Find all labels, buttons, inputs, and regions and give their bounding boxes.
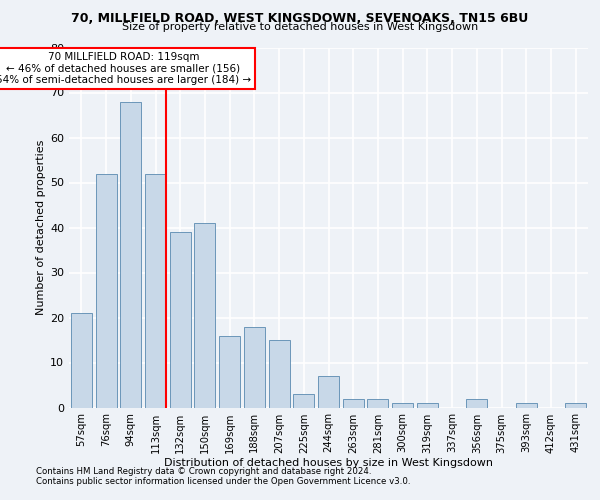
Text: 70, MILLFIELD ROAD, WEST KINGSDOWN, SEVENOAKS, TN15 6BU: 70, MILLFIELD ROAD, WEST KINGSDOWN, SEVE… <box>71 12 529 26</box>
Bar <box>318 376 339 408</box>
Text: Contains public sector information licensed under the Open Government Licence v3: Contains public sector information licen… <box>36 477 410 486</box>
Bar <box>244 326 265 407</box>
Bar <box>466 398 487 407</box>
Bar <box>367 398 388 407</box>
Text: 70 MILLFIELD ROAD: 119sqm
← 46% of detached houses are smaller (156)
54% of semi: 70 MILLFIELD ROAD: 119sqm ← 46% of detac… <box>0 52 251 85</box>
Bar <box>269 340 290 407</box>
Bar <box>120 102 141 407</box>
Y-axis label: Number of detached properties: Number of detached properties <box>36 140 46 315</box>
Bar <box>343 398 364 407</box>
Bar <box>170 232 191 408</box>
Bar <box>417 403 438 407</box>
Bar <box>71 313 92 408</box>
Bar <box>516 403 537 407</box>
Bar <box>145 174 166 408</box>
Bar <box>219 336 240 407</box>
Bar <box>565 403 586 407</box>
Bar <box>392 403 413 407</box>
X-axis label: Distribution of detached houses by size in West Kingsdown: Distribution of detached houses by size … <box>164 458 493 468</box>
Text: Contains HM Land Registry data © Crown copyright and database right 2024.: Contains HM Land Registry data © Crown c… <box>36 467 371 476</box>
Bar <box>293 394 314 407</box>
Bar <box>95 174 116 408</box>
Text: Size of property relative to detached houses in West Kingsdown: Size of property relative to detached ho… <box>122 22 478 32</box>
Bar <box>194 223 215 408</box>
